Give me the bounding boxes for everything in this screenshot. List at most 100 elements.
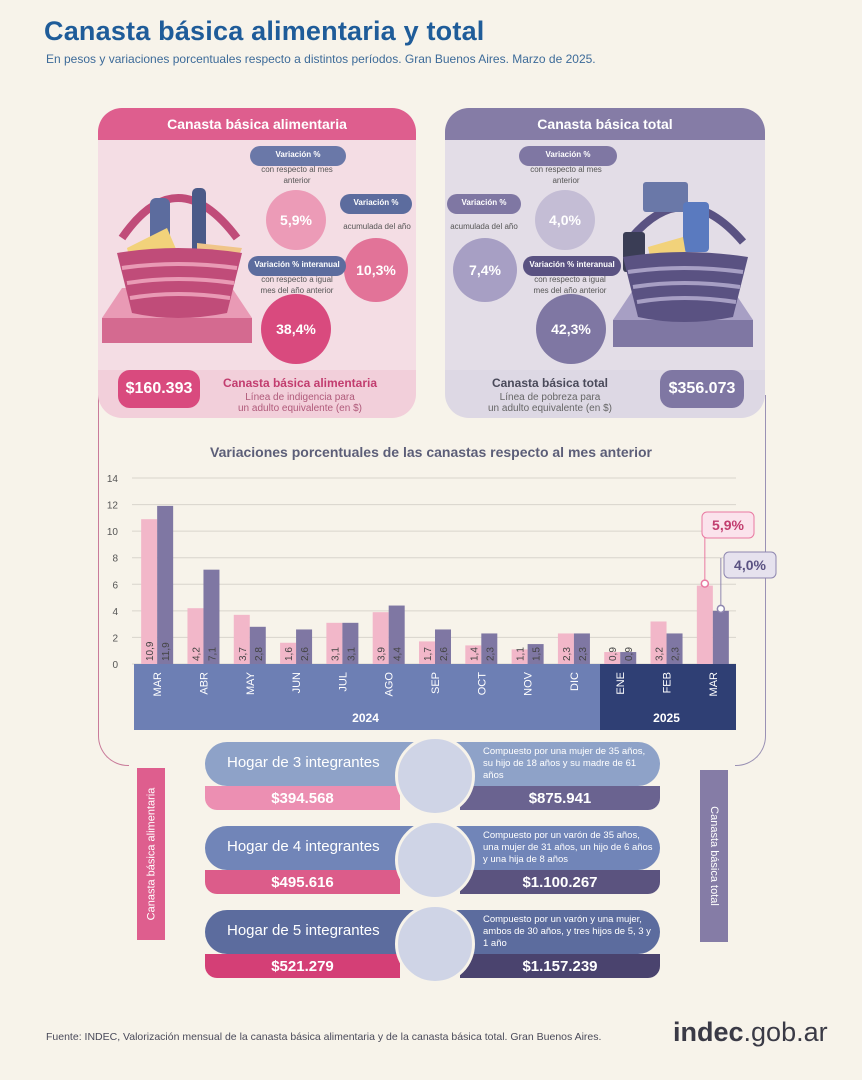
callout-box-cbt xyxy=(723,551,777,579)
x-tick-label: FEB xyxy=(662,672,674,693)
cbt-var-yoy-subtitle: con respecto a igual mes del año anterio… xyxy=(533,275,607,295)
callout-label-cba: 5,9% xyxy=(712,517,744,533)
data-label-cbt: 7,1 xyxy=(207,647,218,661)
cbt-var-monthly-subtitle: con respecto al mes anterior xyxy=(530,165,602,185)
source-note: Fuente: INDEC, Valorización mensual de l… xyxy=(46,1031,602,1043)
household-cba-value: $495.616 xyxy=(205,870,400,894)
family-avatar-icon xyxy=(395,736,475,816)
x-tick-label: NOV xyxy=(523,671,535,696)
x-tick-label: OCT xyxy=(476,672,488,696)
indec-logo: indec.gob.ar xyxy=(673,1017,828,1048)
cbt-var-ytd-subtitle: acumulada del año xyxy=(450,222,518,231)
household-name: Hogar de 4 integrantes xyxy=(227,838,380,855)
household-name: Hogar de 3 integrantes xyxy=(227,754,380,771)
data-label-cba: 2,3 xyxy=(562,647,573,661)
x-tick-label: JUL xyxy=(337,672,349,692)
cba-var-yoy-subtitle: con respecto a igual mes del año anterio… xyxy=(260,275,334,295)
bar-cbt xyxy=(157,505,174,664)
bar-chart: 0 2 4 6 8 10 12 14 10,9 11,9 MAR 4,2 7,1 ABR 3,7 2,8 MAY… xyxy=(107,474,777,730)
food-basket-icon xyxy=(102,188,252,343)
year-label: 2025 xyxy=(653,711,680,725)
data-label-cba: 1,6 xyxy=(284,647,295,661)
data-label-cbt: 11,9 xyxy=(161,642,172,661)
data-label-cba: 3,7 xyxy=(238,647,249,661)
bar-cbt xyxy=(666,633,683,664)
household-desc: Compuesto por una mujer de 35 años, su h… xyxy=(483,746,646,781)
page-title: Canasta básica alimentaria y total xyxy=(44,16,485,46)
cbt-var-yoy-title: Variación % interanual xyxy=(529,260,615,269)
y-tick-label: 0 xyxy=(112,660,118,671)
data-label-cbt: 2,3 xyxy=(671,647,682,661)
data-label-cba: 1,4 xyxy=(469,647,480,661)
bar-cba xyxy=(604,652,621,664)
bar-cba xyxy=(372,612,389,664)
cba-var-yoy-tag: Variación % interanual xyxy=(248,256,346,276)
x-axis-band-2025 xyxy=(600,664,736,730)
cbt-price: $356.073 xyxy=(660,370,744,408)
household-card: Hogar de 5 integrantes Compuesto por un … xyxy=(205,904,660,984)
bar-cba xyxy=(326,622,343,664)
household-cba-value: $521.279 xyxy=(205,954,400,978)
bar-cba xyxy=(141,519,158,664)
cbt-panel: Canasta básica total Variación % con res… xyxy=(445,108,765,414)
chart-title: Variaciones porcentuales de las canastas… xyxy=(210,444,652,460)
household-card: Hogar de 4 integrantes Compuesto por un … xyxy=(205,820,660,900)
bar-cbt xyxy=(296,629,313,664)
cbt-var-yoy-value: 42,3% xyxy=(536,294,606,364)
family-avatar-icon xyxy=(395,820,475,900)
household-cbt-value: $875.941 xyxy=(460,786,660,810)
household-cbt-value: $1.157.239 xyxy=(460,954,660,978)
cba-var-ytd-title: Variación % xyxy=(353,198,399,207)
bar-cba xyxy=(650,621,667,664)
bar-cba xyxy=(187,608,204,664)
cbt-price-desc-1: Línea de pobreza para xyxy=(499,392,601,403)
data-label-cba: 3,1 xyxy=(330,647,341,661)
cbt-var-monthly-value: 4,0% xyxy=(535,190,595,250)
x-tick-label: AGO xyxy=(384,672,396,697)
goods-basket-icon xyxy=(613,182,753,347)
data-label-cbt: 2,6 xyxy=(439,647,450,661)
cbt-price-label: Canasta básica total xyxy=(491,376,609,390)
cba-var-monthly-title: Variación % xyxy=(275,150,321,159)
data-label-cba: 3,9 xyxy=(377,647,388,661)
x-tick-label: JUN xyxy=(291,672,303,693)
cba-var-yoy-value: 38,4% xyxy=(261,294,331,364)
side-tab-cba: Canasta básica alimentaria xyxy=(137,768,165,940)
cbt-var-ytd-value: 7,4% xyxy=(453,238,517,302)
bar-cba xyxy=(465,645,482,664)
bar-cba xyxy=(557,633,574,664)
x-tick-label: ABR xyxy=(198,672,210,695)
cba-var-ytd-subtitle: acumulada del año xyxy=(343,222,411,231)
callout-label-cbt: 4,0% xyxy=(734,557,766,573)
cba-price-label: Canasta básica alimentaria xyxy=(222,376,378,390)
household-card: Hogar de 3 integrantes Compuesto por una… xyxy=(205,736,660,816)
y-tick-label: 4 xyxy=(112,607,118,618)
x-tick-label: ENE xyxy=(615,672,627,695)
data-label-cba: 1,1 xyxy=(516,647,527,661)
cba-var-ytd-value: 10,3% xyxy=(344,238,408,302)
callout-box-cba xyxy=(701,511,755,539)
side-tab-cba-label: Canasta básica alimentaria xyxy=(145,787,157,921)
data-label-cbt: 2,6 xyxy=(300,647,311,661)
bar-cbt xyxy=(388,605,405,664)
cbt-var-ytd-title: Variación % xyxy=(461,198,507,207)
cba-panel: Canasta básica alimentaria Variación % c… xyxy=(98,108,416,414)
data-label-cbt: 1,5 xyxy=(532,647,543,661)
cba-var-ytd-tag: Variación % xyxy=(340,194,412,214)
cba-var-monthly-subtitle: con respecto al mes anterior xyxy=(261,165,333,185)
household-cba-value: $394.568 xyxy=(205,786,400,810)
side-tab-cbt: Canasta básica total xyxy=(700,770,728,942)
data-label-cba: 0,9 xyxy=(608,647,619,661)
family-avatar-icon xyxy=(395,904,475,984)
year-label: 2024 xyxy=(352,711,379,725)
cbt-var-ytd-tag: Variación % xyxy=(447,194,521,214)
bar-cba xyxy=(696,585,713,664)
household-name: Hogar de 5 integrantes xyxy=(227,922,380,939)
cbt-var-yoy-tag: Variación % interanual xyxy=(523,256,621,276)
y-tick-label: 10 xyxy=(107,527,119,538)
household-cbt-value: $1.100.267 xyxy=(460,870,660,894)
bar-cbt xyxy=(249,626,266,664)
household-desc: Compuesto por un varón y una mujer, ambo… xyxy=(483,914,651,949)
data-label-cba: 1,7 xyxy=(423,647,434,661)
bar-cba xyxy=(233,614,250,664)
